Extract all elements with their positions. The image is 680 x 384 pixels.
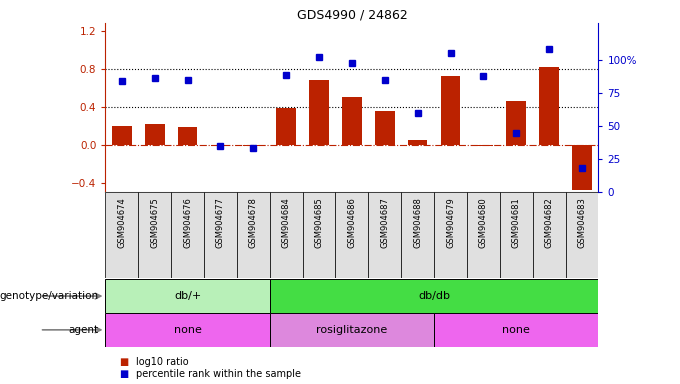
Bar xyxy=(369,192,401,278)
Bar xyxy=(145,124,165,144)
Bar xyxy=(572,144,592,190)
Text: GSM904682: GSM904682 xyxy=(545,197,554,248)
Bar xyxy=(276,108,296,144)
Text: GSM904681: GSM904681 xyxy=(512,197,521,248)
Bar xyxy=(500,192,532,278)
Text: percentile rank within the sample: percentile rank within the sample xyxy=(136,369,301,379)
Text: rosiglitazone: rosiglitazone xyxy=(316,325,388,335)
Bar xyxy=(211,144,231,146)
Bar xyxy=(408,140,428,144)
Bar xyxy=(566,192,598,278)
Text: genotype/variation: genotype/variation xyxy=(0,291,99,301)
Bar xyxy=(105,279,270,313)
Text: GSM904677: GSM904677 xyxy=(216,197,225,248)
Bar xyxy=(177,127,197,144)
Text: none: none xyxy=(173,325,201,335)
Bar xyxy=(507,101,526,144)
Text: GSM904676: GSM904676 xyxy=(183,197,192,248)
Bar xyxy=(441,76,460,144)
Text: GSM904683: GSM904683 xyxy=(577,197,586,248)
Bar xyxy=(335,192,369,278)
Text: GSM904687: GSM904687 xyxy=(380,197,389,248)
Bar xyxy=(105,192,138,278)
Bar xyxy=(237,192,270,278)
Text: GSM904685: GSM904685 xyxy=(315,197,324,248)
Text: GSM904686: GSM904686 xyxy=(347,197,356,248)
Text: db/+: db/+ xyxy=(174,291,201,301)
Bar xyxy=(434,313,598,347)
Bar xyxy=(243,144,263,146)
Bar xyxy=(309,80,329,144)
Bar xyxy=(270,192,303,278)
Bar xyxy=(434,192,467,278)
Bar xyxy=(532,192,566,278)
Bar xyxy=(112,126,132,144)
Bar xyxy=(138,192,171,278)
Text: agent: agent xyxy=(69,325,99,335)
Bar xyxy=(342,97,362,144)
Bar xyxy=(204,192,237,278)
Bar xyxy=(473,144,493,146)
Bar xyxy=(401,192,434,278)
Text: GSM904680: GSM904680 xyxy=(479,197,488,248)
Bar xyxy=(171,192,204,278)
Text: GSM904679: GSM904679 xyxy=(446,197,455,248)
Text: GSM904684: GSM904684 xyxy=(282,197,290,248)
Bar xyxy=(105,313,270,347)
Title: GDS4990 / 24862: GDS4990 / 24862 xyxy=(296,9,407,22)
Text: GSM904675: GSM904675 xyxy=(150,197,159,248)
Text: none: none xyxy=(503,325,530,335)
Bar xyxy=(270,279,598,313)
Bar xyxy=(270,313,434,347)
Bar xyxy=(303,192,335,278)
Text: GSM904688: GSM904688 xyxy=(413,197,422,248)
Bar xyxy=(375,111,394,144)
Text: GSM904678: GSM904678 xyxy=(249,197,258,248)
Text: GSM904674: GSM904674 xyxy=(118,197,126,248)
Text: ■: ■ xyxy=(119,369,129,379)
Bar xyxy=(467,192,500,278)
Text: log10 ratio: log10 ratio xyxy=(136,357,188,367)
Text: db/db: db/db xyxy=(418,291,450,301)
Text: ■: ■ xyxy=(119,357,129,367)
Bar xyxy=(539,67,559,144)
